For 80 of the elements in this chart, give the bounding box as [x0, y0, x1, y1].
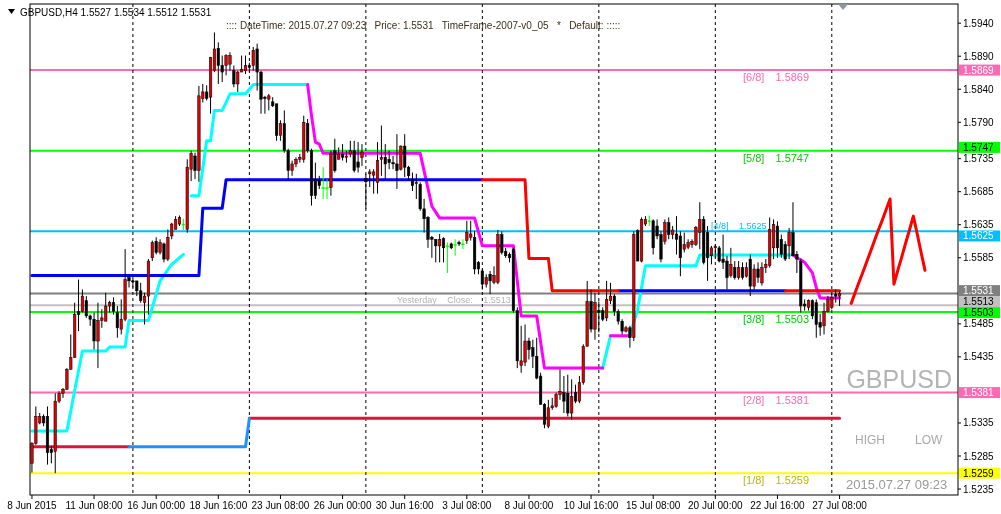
- candlestick: [760, 261, 764, 287]
- x-tick-label: 11 Jun 08:00: [65, 500, 124, 511]
- annotation: GBPUSD: [846, 365, 952, 393]
- y-tick-label: 1.5940: [963, 17, 995, 29]
- x-tick-label: 20 Jul 00:00: [688, 500, 743, 511]
- candlestick: [729, 247, 733, 279]
- x-tick-label: 30 Jun 16:00: [375, 500, 435, 511]
- y-tick-label: 1.5235: [963, 483, 995, 495]
- x-tick-label: 26 Jun 00:00: [313, 500, 372, 511]
- candlestick: [403, 133, 407, 178]
- candlestick: [566, 374, 570, 417]
- candlestick: [570, 378, 574, 421]
- candlestick: [321, 166, 325, 200]
- candlestick: [667, 216, 671, 240]
- candlestick: [375, 141, 380, 195]
- x-tick-label: 10 Jul 16:00: [563, 500, 619, 511]
- candlestick: [395, 133, 399, 190]
- y-tick-label: 1.5485: [963, 318, 995, 330]
- ref-line-label: [2/8] 1.5381: [743, 393, 810, 406]
- candlestick: [150, 240, 154, 262]
- y-tick-label: 1.5503: [963, 307, 995, 319]
- annotation: LOW: [915, 433, 944, 447]
- y-tick-label: 1.5585: [963, 252, 995, 264]
- candlestick: [438, 233, 442, 263]
- y-tick-label: 1.5285: [963, 450, 995, 462]
- candlestick: [787, 227, 791, 260]
- y-tick-label: 1.5531: [963, 285, 995, 297]
- line-series: [849, 197, 927, 305]
- x-tick-label: 27 Jul 08:00: [812, 500, 868, 511]
- candlestick: [387, 150, 391, 170]
- candlestick: [96, 302, 100, 369]
- x-tick-label: 22 Jul 16:00: [750, 500, 806, 511]
- y-tick-label: 1.5735: [963, 153, 995, 165]
- candlestick: [465, 220, 469, 245]
- y-tick-label: 1.5747: [963, 141, 995, 153]
- candlestick: [441, 236, 446, 263]
- y-tick-label: 1.5869: [963, 64, 995, 76]
- x-tick-label: 16 Jun 00:00: [127, 500, 186, 511]
- candlestick: [488, 270, 492, 295]
- ref-line-label: Yesterday Close: 1.5513: [397, 294, 511, 305]
- y-tick-label: 1.5335: [963, 417, 995, 429]
- candlestick: [104, 292, 108, 322]
- candlestick: [546, 399, 550, 429]
- y-tick-label: 1.5790: [963, 116, 995, 128]
- y-tick-label: 1.5635: [963, 219, 995, 231]
- candlestick: [356, 141, 360, 174]
- y-tick-label: 1.5840: [963, 83, 995, 95]
- y-tick-label: 1.5259: [963, 467, 995, 479]
- y-tick-label: 1.5435: [963, 351, 995, 363]
- candlestick: [216, 41, 220, 85]
- x-tick-label: 3 Jul 08:00: [442, 500, 492, 511]
- y-tick-label: 1.5513: [963, 296, 995, 308]
- ref-line-label: [6/8] 1.5869: [743, 71, 810, 84]
- x-tick-label: 15 Jul 08:00: [625, 500, 681, 511]
- y-tick-label: 1.5685: [963, 186, 995, 198]
- ref-line-label: [5/8] 1.5747: [743, 151, 810, 164]
- candlestick: [166, 228, 170, 262]
- candlestick: [461, 238, 465, 250]
- annotation: 2015.07.27 09:23: [846, 477, 948, 492]
- chart-title: GBPUSD,H4 1.5527 1.5534 1.5512 1.5531: [20, 7, 212, 18]
- x-tick-label: 8 Jun 2015: [7, 500, 58, 511]
- x-tick-label: 18 Jun 16:00: [189, 500, 248, 511]
- candlestick: [434, 238, 438, 263]
- annotation: HIGH: [855, 433, 885, 447]
- x-tick-label: 23 Jun 08:00: [251, 500, 310, 511]
- y-tick-label: 1.5625: [963, 230, 995, 242]
- ref-line-label: [4/8] 1.5625: [711, 220, 767, 231]
- y-tick-label: 1.5890: [963, 50, 995, 62]
- x-tick-label: 8 Jul 00:00: [504, 500, 554, 511]
- y-tick-label: 1.5381: [963, 387, 995, 399]
- candlestick: [756, 261, 760, 284]
- ref-line-label: [3/8] 1.5503: [743, 312, 810, 325]
- candlestick: [352, 140, 356, 174]
- annotation: :::: DateTime: 2015.07.27 09:23 Price: 1.5531 TimeFrame-2007-v0_05 * Default: :::::: [226, 20, 621, 31]
- candlestick: [605, 280, 609, 322]
- ref-line-label: [1/8] 1.5259: [743, 474, 810, 487]
- candlestick: [445, 242, 449, 274]
- candlestick: [775, 220, 779, 259]
- candlestick: [325, 178, 329, 200]
- candlestick: [814, 298, 818, 339]
